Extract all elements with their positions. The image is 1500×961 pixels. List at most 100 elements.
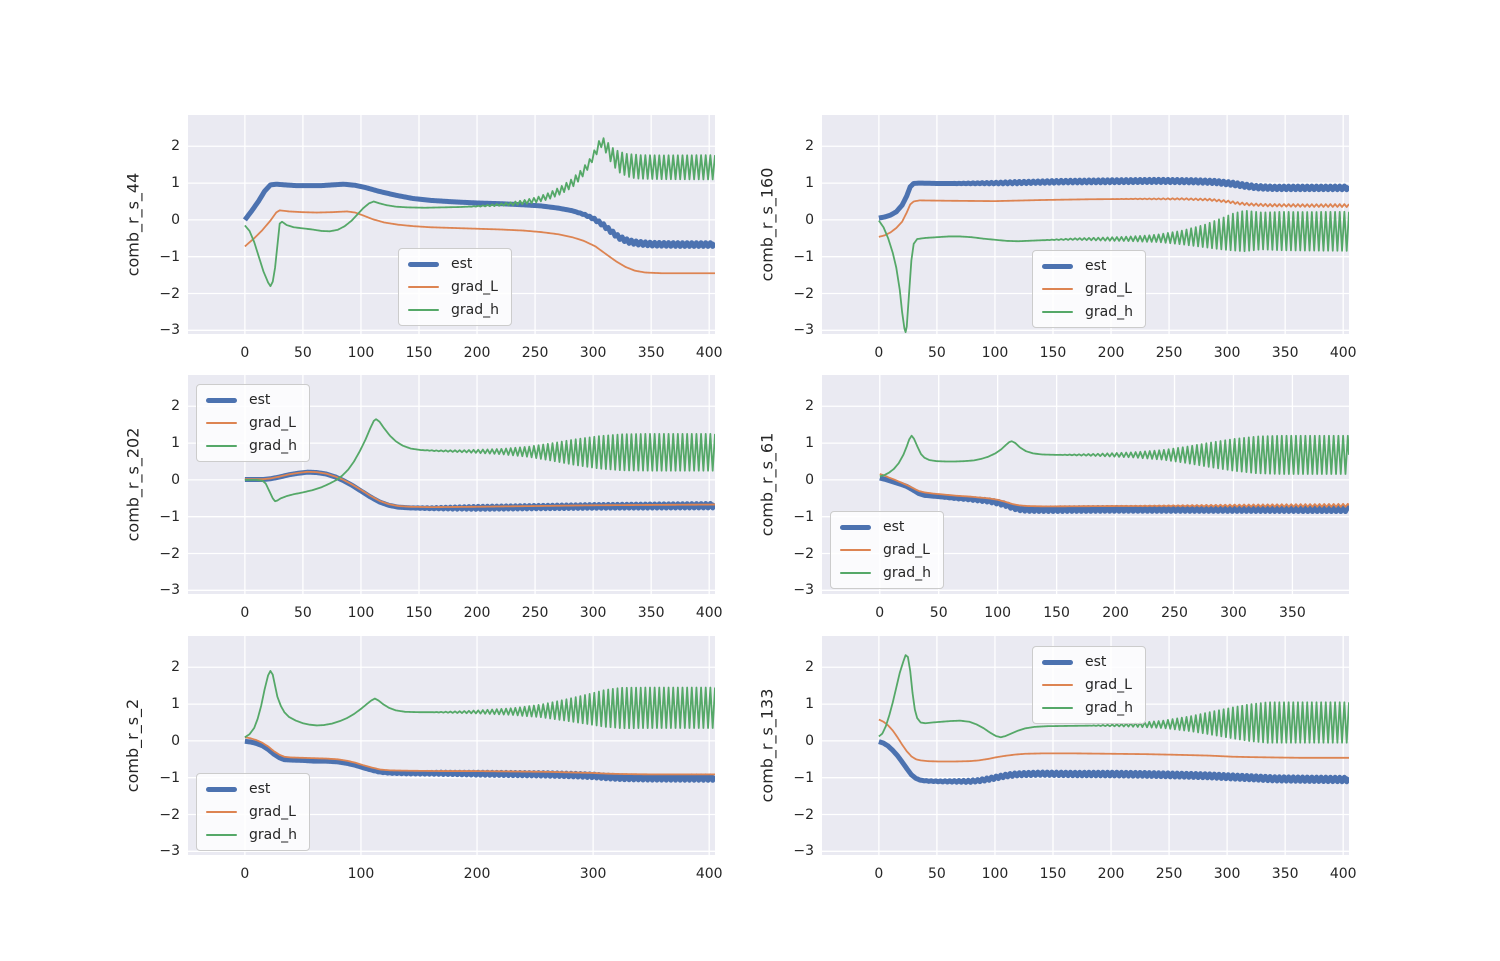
legend-label: grad_L xyxy=(249,804,296,820)
y-tick-label: −3 xyxy=(159,843,180,860)
x-tick-label: 150 xyxy=(1039,345,1067,361)
legend-entry-grad_L: grad_L xyxy=(206,804,297,820)
legend-entry-grad_L: grad_L xyxy=(408,279,499,295)
legend-line-sample xyxy=(408,285,439,289)
y-tick-label: −1 xyxy=(159,248,180,265)
y-tick-label: −3 xyxy=(159,582,180,599)
y-tick-label: 0 xyxy=(805,471,814,488)
x-tick-label: 0 xyxy=(240,605,250,621)
x-tick-label: 300 xyxy=(1213,866,1241,882)
y-tick-label: −2 xyxy=(159,285,180,302)
series-grad_h xyxy=(244,137,715,288)
y-tick-label: −1 xyxy=(793,508,814,525)
chart-canvas xyxy=(188,375,715,594)
y-tick-label: −1 xyxy=(159,508,180,525)
legend-line-sample xyxy=(1042,263,1073,269)
x-tick-label: 400 xyxy=(1329,866,1357,882)
y-tick-label: 1 xyxy=(805,175,814,192)
legend-entry-est: est xyxy=(408,256,499,272)
series-est xyxy=(877,176,1349,221)
legend-label: grad_h xyxy=(249,438,297,454)
x-tick-label: 0 xyxy=(875,605,885,621)
y-tick-label: −3 xyxy=(793,582,814,599)
legend-line-sample xyxy=(1042,287,1073,291)
legend-line-sample xyxy=(206,397,237,403)
x-tick-label: 300 xyxy=(579,345,607,361)
legend-label: est xyxy=(249,392,271,408)
y-tick-label: −1 xyxy=(793,248,814,265)
legend-label: grad_L xyxy=(883,542,930,558)
x-tick-label: 350 xyxy=(1271,345,1299,361)
y-tick-label: −2 xyxy=(159,806,180,823)
x-tick-label: 150 xyxy=(405,605,433,621)
legend-line-sample xyxy=(408,308,439,312)
x-tick-label: 400 xyxy=(695,866,723,882)
legend-entry-grad_h: grad_h xyxy=(408,302,499,318)
x-tick-label: 200 xyxy=(463,866,491,882)
legend-line-sample xyxy=(840,571,871,575)
y-tick-label: 2 xyxy=(805,138,814,155)
x-tick-label: 150 xyxy=(405,345,433,361)
legend: est grad_L grad_h xyxy=(398,248,512,326)
legend: est grad_L grad_h xyxy=(1032,646,1146,724)
x-tick-label: 400 xyxy=(695,605,723,621)
legend-line-sample xyxy=(206,444,237,448)
subplot-comb_r_s_44: comb_r_s_44 est grad_L grad_h 0 50 100 150 200… xyxy=(124,115,723,361)
y-tick-label: 1 xyxy=(805,696,814,713)
x-tick-label: 350 xyxy=(637,605,665,621)
subplot-comb_r_s_2: comb_r_s_2 est grad_L grad_h 0 100 200 300 400… xyxy=(124,636,723,882)
series-grad_h xyxy=(878,210,1349,334)
legend-line-sample xyxy=(408,261,439,267)
x-tick-label: 0 xyxy=(240,345,250,361)
legend: est grad_L grad_h xyxy=(1032,250,1146,328)
legend-entry-grad_L: grad_L xyxy=(840,542,931,558)
legend-line-sample xyxy=(1042,310,1073,314)
series-est xyxy=(878,475,1349,515)
legend-line-sample xyxy=(1042,706,1073,710)
y-tick-label: 2 xyxy=(805,659,814,676)
subplot-comb_r_s_133: comb_r_s_133 est grad_L grad_h 0 50 100 150 20… xyxy=(758,636,1357,882)
y-tick-label: 0 xyxy=(171,732,180,749)
legend-entry-grad_h: grad_h xyxy=(840,565,931,581)
y-tick-label: 0 xyxy=(805,211,814,228)
x-tick-label: 0 xyxy=(874,345,884,361)
x-tick-label: 100 xyxy=(347,605,375,621)
series-grad_h xyxy=(244,670,715,738)
series-grad_h xyxy=(878,654,1349,744)
legend-line-sample xyxy=(840,524,871,530)
legend-line-sample xyxy=(1042,659,1073,665)
legend-label: est xyxy=(883,519,905,535)
x-tick-label: 250 xyxy=(521,605,549,621)
x-tick-label: 50 xyxy=(293,605,312,621)
legend-entry-est: est xyxy=(1042,258,1133,274)
legend-entry-est: est xyxy=(840,519,931,535)
plot-area: est grad_L grad_h xyxy=(188,636,715,855)
legend-line-sample xyxy=(206,421,237,425)
y-tick-label: −3 xyxy=(793,322,814,339)
subplot-comb_r_s_202: comb_r_s_202 est grad_L grad_h 0 50 100 150 20… xyxy=(124,375,723,621)
legend-label: grad_h xyxy=(1085,304,1133,320)
subplot-comb_r_s_160: comb_r_s_160 est grad_L grad_h 0 50 100 150 20… xyxy=(758,115,1357,361)
legend-label: est xyxy=(451,256,473,272)
legend-label: grad_h xyxy=(1085,700,1133,716)
x-tick-label: 300 xyxy=(579,605,607,621)
series-grad_L xyxy=(244,736,715,776)
series-est xyxy=(877,739,1349,785)
y-tick-label: 0 xyxy=(171,471,180,488)
legend-entry-grad_L: grad_L xyxy=(1042,677,1133,693)
x-tick-label: 400 xyxy=(1329,345,1357,361)
x-tick-label: 150 xyxy=(1039,866,1067,882)
series-grad_L xyxy=(878,197,1349,238)
legend: est grad_L grad_h xyxy=(830,511,944,589)
x-tick-label: 350 xyxy=(637,345,665,361)
x-tick-label: 250 xyxy=(1161,605,1188,621)
legend-label: est xyxy=(1085,258,1107,274)
x-tick-label: 50 xyxy=(927,345,946,361)
legend: est grad_L grad_h xyxy=(196,773,310,851)
plot-area: est grad_L grad_h xyxy=(188,375,715,594)
x-tick-label: 200 xyxy=(463,605,491,621)
y-tick-label: 2 xyxy=(805,398,814,415)
series-est xyxy=(243,738,715,783)
x-tick-label: 200 xyxy=(1097,345,1125,361)
x-tick-label: 50 xyxy=(927,866,946,882)
